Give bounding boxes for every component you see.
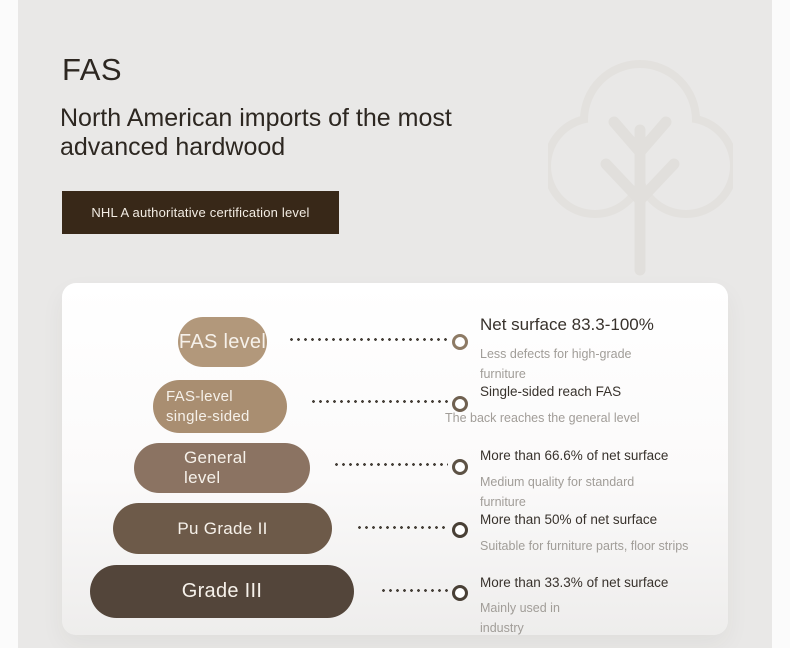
grade-heading: More than 66.6% of net surface bbox=[480, 448, 669, 463]
grade-pill-label: FAS level bbox=[178, 330, 267, 353]
grade-heading: Single-sided reach FAS bbox=[480, 384, 622, 399]
grade-row-general-level: General level More than 66.6% of net sur… bbox=[62, 283, 728, 635]
right-margin-strip bbox=[772, 0, 790, 648]
connector-ring-icon bbox=[452, 522, 468, 538]
grade-pill: FAS-level single-sided bbox=[153, 380, 287, 433]
left-margin-strip bbox=[0, 0, 18, 648]
page-subtitle: North American imports of the most advan… bbox=[60, 104, 452, 161]
grade-pill-label: Grade III bbox=[181, 580, 263, 602]
grade-row-pu-grade-2: Pu Grade II More than 50% of net surface… bbox=[62, 283, 728, 635]
grade-description: Less defects for high-grade furniture bbox=[480, 347, 632, 381]
grade-row-grade-3: Grade III More than 33.3% of net surface… bbox=[62, 283, 728, 635]
grade-pill-label: General level bbox=[184, 448, 247, 487]
grade-pill-label: FAS-level single-sided bbox=[166, 388, 250, 425]
grade-row-fas-level: FAS level Net surface 83.3-100% Less def… bbox=[62, 283, 728, 635]
page-title: FAS bbox=[62, 52, 123, 87]
connector-dots bbox=[288, 338, 448, 341]
grade-description: The back reaches the general level bbox=[445, 411, 640, 425]
grade-pill: General level bbox=[134, 443, 310, 493]
certification-badge-label: NHL A authoritative certification level bbox=[91, 205, 310, 220]
grade-heading: Net surface 83.3-100% bbox=[480, 315, 654, 334]
tree-outline-icon bbox=[548, 60, 733, 276]
certification-badge: NHL A authoritative certification level bbox=[62, 191, 339, 234]
grade-row-fas-single-sided: FAS-level single-sided Single-sided reac… bbox=[62, 283, 728, 635]
grade-description: Suitable for furniture parts, floor stri… bbox=[480, 539, 689, 553]
connector-dots bbox=[333, 463, 448, 466]
connector-ring-icon bbox=[452, 585, 468, 601]
grade-heading: More than 33.3% of net surface bbox=[480, 575, 669, 590]
grade-description: Mainly used in industry bbox=[480, 601, 560, 635]
connector-dots bbox=[356, 526, 448, 529]
grade-heading: More than 50% of net surface bbox=[480, 512, 658, 527]
connector-dots bbox=[380, 589, 448, 592]
grade-pill: FAS level bbox=[178, 317, 267, 367]
connector-ring-icon bbox=[452, 459, 468, 475]
grade-description: Medium quality for standard furniture bbox=[480, 475, 635, 509]
grade-pill: Grade III bbox=[90, 565, 354, 618]
grade-pill-label: Pu Grade II bbox=[177, 518, 268, 538]
connector-dots bbox=[310, 400, 448, 403]
connector-ring-icon bbox=[452, 396, 468, 412]
connector-ring-icon bbox=[452, 334, 468, 350]
grades-card: FAS level Net surface 83.3-100% Less def… bbox=[62, 283, 728, 635]
grade-pill: Pu Grade II bbox=[113, 503, 332, 554]
